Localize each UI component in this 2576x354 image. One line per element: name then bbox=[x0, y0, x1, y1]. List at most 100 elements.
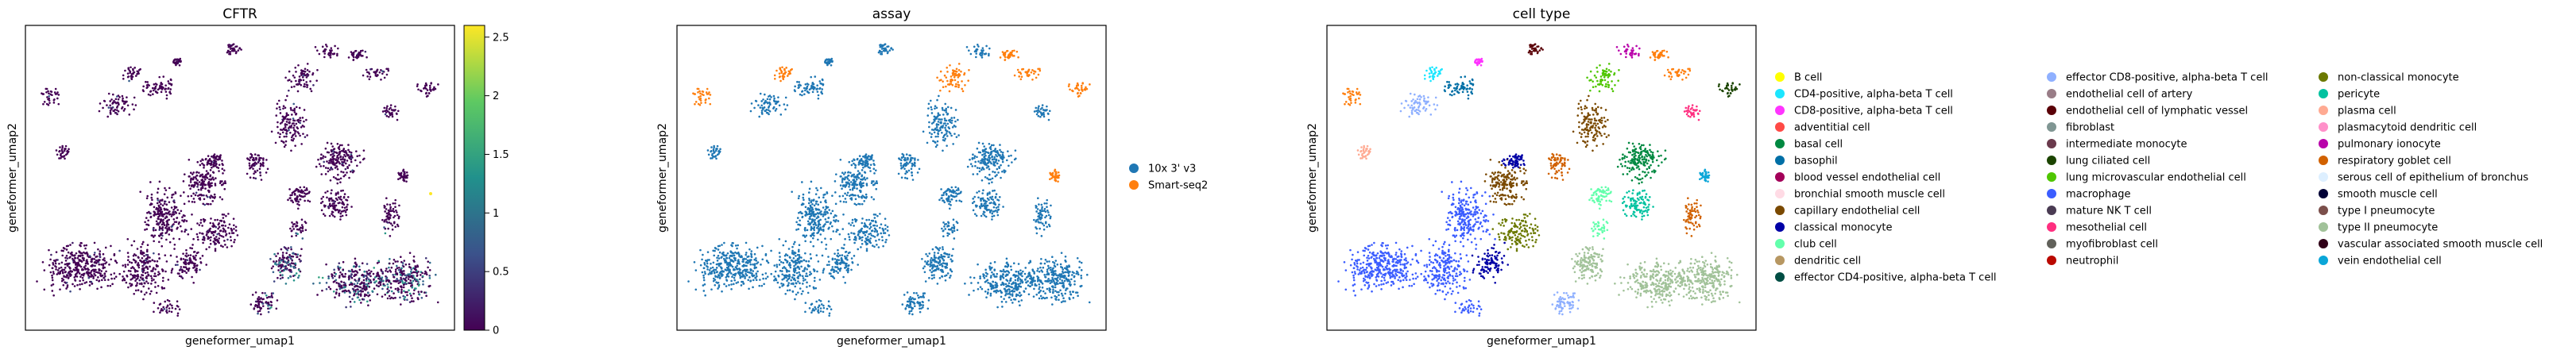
assay-point bbox=[768, 105, 771, 108]
cftr-point bbox=[316, 68, 319, 71]
cftr-point bbox=[256, 169, 259, 172]
cftr-point bbox=[420, 296, 424, 299]
assay-point bbox=[712, 279, 715, 283]
assay-point bbox=[717, 152, 720, 155]
cftr-point bbox=[292, 117, 295, 120]
cftr-point bbox=[182, 252, 184, 255]
assay-point bbox=[718, 244, 721, 248]
assay-point bbox=[957, 134, 960, 137]
cftr-point bbox=[198, 181, 201, 183]
cftr-point bbox=[300, 231, 303, 234]
cftr-point bbox=[121, 94, 124, 98]
assay-point bbox=[783, 254, 787, 257]
cftr-point bbox=[102, 264, 105, 267]
assay-point bbox=[804, 229, 806, 232]
cftr-point bbox=[268, 295, 270, 298]
cftr-point bbox=[260, 164, 262, 167]
cftr-point bbox=[381, 70, 384, 72]
cftr-point bbox=[343, 153, 346, 156]
assay-point bbox=[976, 156, 978, 159]
assay-point bbox=[749, 267, 752, 271]
cftr-point bbox=[232, 217, 235, 220]
assay-point bbox=[806, 275, 809, 278]
cftr-point bbox=[278, 136, 281, 138]
assay-point bbox=[969, 163, 973, 165]
cftr-point bbox=[217, 227, 219, 230]
cftr-point bbox=[146, 244, 149, 247]
assay-point bbox=[797, 197, 800, 200]
cftr-point bbox=[118, 249, 121, 252]
assay-point bbox=[766, 101, 768, 104]
cftr-point bbox=[167, 80, 170, 83]
assay-point bbox=[716, 144, 719, 148]
assay-point bbox=[773, 97, 776, 100]
cftr-point bbox=[211, 155, 213, 158]
cftr-point bbox=[397, 215, 400, 218]
cftr-point bbox=[284, 265, 287, 268]
assay-point bbox=[859, 159, 862, 162]
cftr-point bbox=[153, 260, 156, 263]
cftr-point bbox=[64, 263, 67, 266]
assay-point bbox=[868, 158, 871, 161]
cftr-point bbox=[222, 224, 225, 227]
cftr-point bbox=[337, 202, 340, 205]
cftr-point bbox=[408, 292, 412, 295]
cftr-point bbox=[78, 250, 81, 253]
assay-point bbox=[714, 283, 717, 287]
cftr-point bbox=[71, 257, 74, 260]
cftr-point bbox=[187, 194, 190, 198]
colorbar-tick-label: 1.5 bbox=[493, 149, 509, 161]
cftr-point bbox=[297, 132, 300, 135]
cftr-point bbox=[389, 106, 392, 110]
cftr-point bbox=[189, 187, 191, 190]
cftr-point bbox=[62, 279, 65, 281]
assay-point bbox=[937, 112, 940, 115]
assay-point bbox=[697, 87, 700, 90]
cftr-point bbox=[164, 200, 167, 203]
assay-point bbox=[796, 217, 799, 219]
cftr-point bbox=[377, 260, 381, 263]
cftr-point bbox=[161, 226, 164, 229]
cftr-point bbox=[201, 173, 204, 176]
cftr-point bbox=[195, 182, 198, 185]
cftr-point bbox=[46, 96, 48, 98]
assay-point bbox=[812, 232, 815, 234]
cftr-point bbox=[307, 191, 311, 194]
cftr-point bbox=[298, 80, 301, 83]
cftr-point bbox=[390, 296, 393, 299]
cftr-point bbox=[72, 283, 74, 286]
cftr-point bbox=[183, 173, 186, 175]
cftr-point bbox=[277, 132, 280, 134]
cftr-point bbox=[333, 151, 336, 153]
cftr-point bbox=[213, 163, 215, 165]
assay-point bbox=[860, 185, 862, 188]
assay-point bbox=[714, 155, 717, 157]
cftr-point bbox=[141, 89, 145, 91]
cftr-point bbox=[153, 272, 157, 275]
cftr-point bbox=[272, 292, 275, 294]
cftr-point bbox=[324, 173, 327, 175]
cftr-point bbox=[402, 168, 405, 171]
cftr-point bbox=[427, 92, 431, 94]
cftr-point bbox=[140, 245, 142, 248]
cftr-point bbox=[312, 83, 315, 87]
assay-point bbox=[865, 183, 868, 185]
cftr-point bbox=[433, 86, 435, 89]
assay-point bbox=[944, 137, 946, 140]
cftr-point bbox=[213, 197, 216, 199]
cftr-point bbox=[157, 265, 159, 267]
assay-point bbox=[928, 132, 931, 134]
cftr-point bbox=[391, 224, 394, 227]
cftr-point bbox=[233, 240, 235, 244]
assay-point bbox=[942, 125, 945, 127]
cftr-point bbox=[410, 294, 412, 297]
assay-point bbox=[870, 158, 873, 160]
cftr-point bbox=[288, 70, 291, 73]
assay-point bbox=[884, 228, 887, 230]
assay-point bbox=[876, 233, 880, 236]
cftr-point bbox=[168, 310, 171, 313]
cftr-point bbox=[195, 177, 198, 180]
cftr-point bbox=[49, 258, 52, 261]
cftr-point bbox=[171, 196, 173, 199]
assay-point bbox=[717, 287, 719, 290]
